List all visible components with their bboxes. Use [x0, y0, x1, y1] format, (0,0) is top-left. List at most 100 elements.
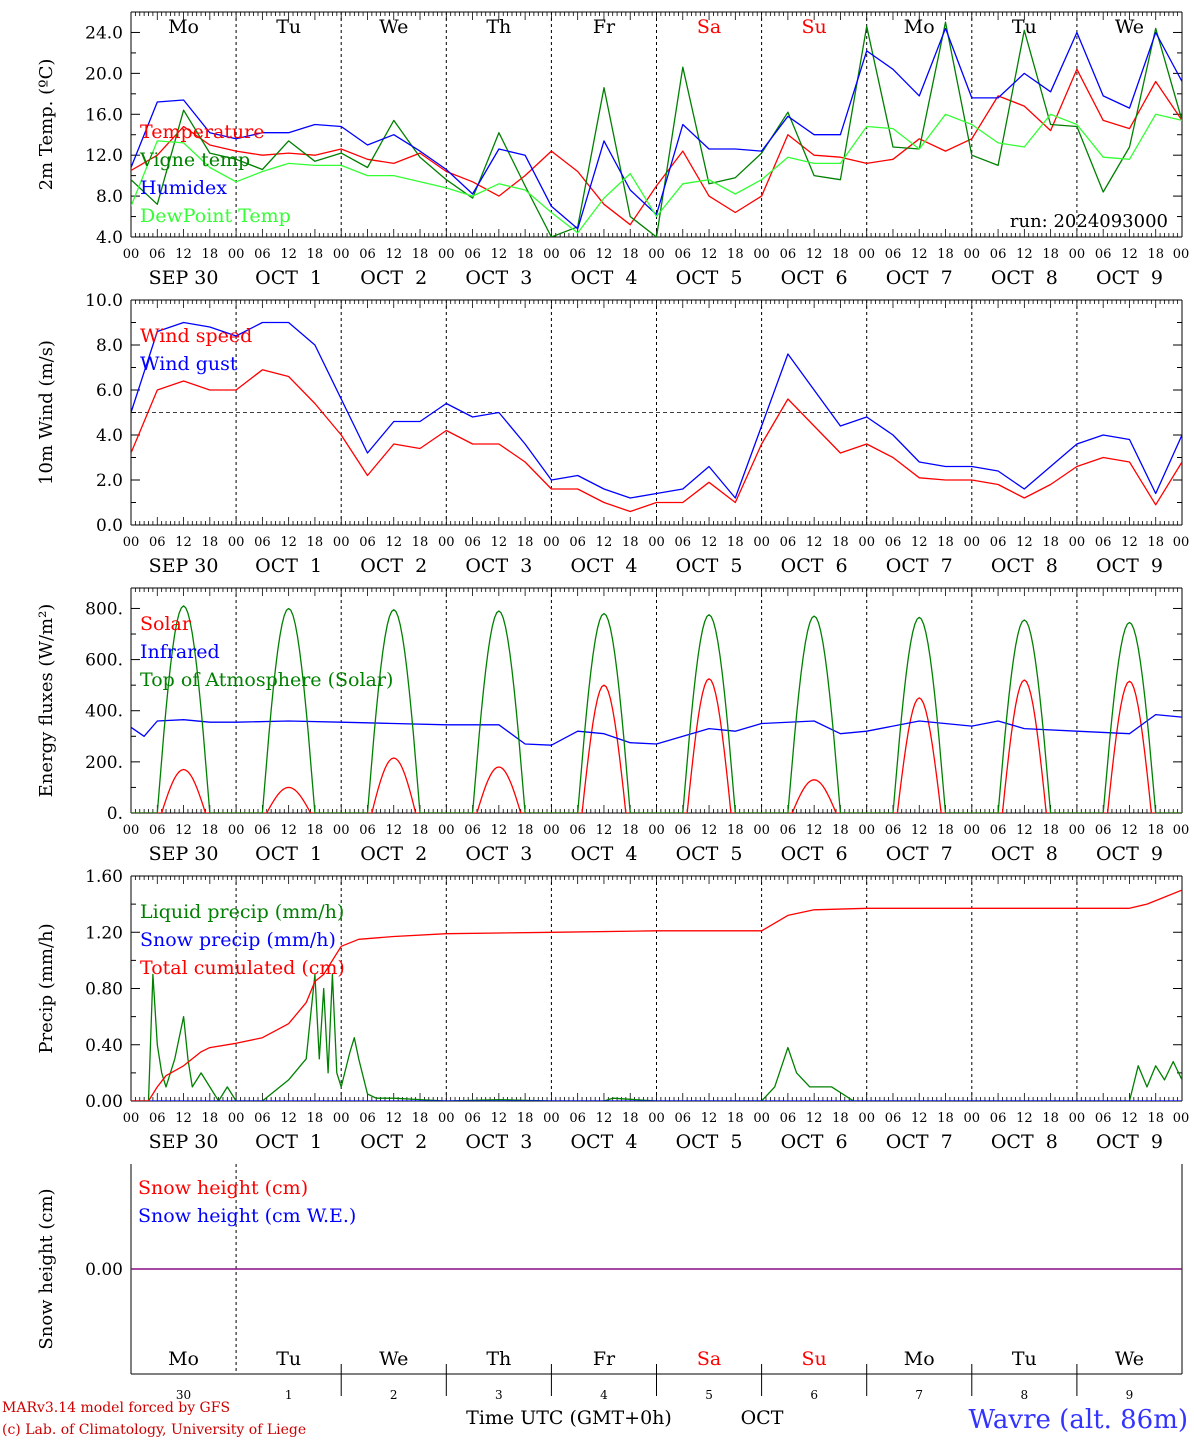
wind-series-group: [131, 321, 1182, 513]
precip-series-total-cumulated-cm: [131, 889, 1182, 1101]
temp-legend-temperature: Temperature: [140, 121, 264, 143]
temp-series-dewpoint-temp: [131, 113, 1182, 234]
precip-date-label: OCT 7: [886, 1131, 953, 1153]
snow-day-number-label: 3: [495, 1388, 503, 1402]
day-abbr-label: Fr: [593, 16, 616, 38]
day-abbr-label: Tu: [276, 16, 301, 38]
temp-date-label: OCT 4: [570, 267, 637, 289]
energy-date-label: OCT 8: [991, 843, 1058, 865]
wind-hour-label: 06: [780, 535, 797, 550]
wind-date-label: OCT 5: [676, 555, 743, 577]
snow-day-abbr-label: Tu: [1012, 1348, 1037, 1370]
temp-legend-vigne-temp: Vigne temp: [139, 149, 250, 171]
precip-panel: 0.00 0.40 0.80 1.20 1.60 Precip (mm/h) 00 06 12 1…: [36, 867, 1189, 1153]
temp-hour-label: 12: [596, 247, 613, 262]
energy-hour-label: 18: [517, 823, 534, 838]
precip-y-tick-label: 1.60: [85, 867, 123, 887]
energy-hour-label: 18: [1042, 823, 1059, 838]
wind-hour-label: 06: [149, 535, 166, 550]
temp-hour-label: 06: [675, 247, 692, 262]
energy-hour-label: 12: [911, 823, 928, 838]
precip-y-tick-label: 0.40: [85, 1036, 123, 1056]
energy-legend-infrared: Infrared: [140, 641, 220, 663]
precip-hour-label: 18: [622, 1111, 639, 1126]
snow-day-abbr-label: We: [1115, 1348, 1144, 1370]
energy-date-label: OCT 6: [781, 843, 848, 865]
temp-hour-label: 00: [1069, 247, 1086, 262]
wind-legend-wind-gust: Wind gust: [140, 353, 238, 375]
precip-legend-total-cumulated-cm: Total cumulated (cm): [140, 957, 345, 979]
precip-hour-label: 00: [123, 1111, 140, 1126]
precip-series-liquid-precip-mm-h: [131, 973, 1182, 1101]
wind-date-label: OCT 2: [360, 555, 427, 577]
precip-hour-label: 00: [753, 1111, 770, 1126]
wind-hour-label: 18: [1147, 535, 1164, 550]
temp-date-label: OCT 7: [886, 267, 953, 289]
wind-hour-label: 18: [622, 535, 639, 550]
wind-y-tick-label: 2.0: [96, 471, 123, 491]
energy-y-tick-label: 200.: [85, 753, 123, 773]
energy-y-tick-label: 400.: [85, 702, 123, 722]
footer: MARv3.14 model forced by GFS (c) Lab. of…: [2, 1400, 1188, 1438]
temp-hour-label: 00: [648, 247, 665, 262]
energy-series-top-of-atmosphere-solar: [131, 605, 1182, 813]
temp-hour-label: 00: [123, 247, 140, 262]
temp-hour-label: 12: [701, 247, 718, 262]
energy-series-group: [131, 605, 1182, 813]
precip-hour-label: 00: [858, 1111, 875, 1126]
energy-y-tick-label: 600.: [85, 651, 123, 671]
temp-hour-label: 06: [254, 247, 271, 262]
temp-y-tick-label: 8.0: [96, 187, 123, 207]
temp-date-label: OCT 6: [781, 267, 848, 289]
temp-y-tick-label: 24.0: [85, 23, 123, 43]
energy-hour-label: 06: [569, 823, 586, 838]
energy-hour-label: 12: [1121, 823, 1138, 838]
energy-hour-label: 06: [149, 823, 166, 838]
wind-hour-label: 12: [175, 535, 192, 550]
snow-day-number-label: 9: [1126, 1388, 1134, 1402]
temp-hour-label: 18: [202, 247, 219, 262]
wind-hour-label: 00: [123, 535, 140, 550]
temp-hour-label: 12: [806, 247, 823, 262]
energy-series-solar: [131, 678, 1182, 813]
temp-hour-label: 12: [491, 247, 508, 262]
day-abbr-label: Tu: [1012, 16, 1037, 38]
wind-hour-label: 06: [885, 535, 902, 550]
energy-hour-label: 06: [675, 823, 692, 838]
wind-date-label: OCT 1: [255, 555, 322, 577]
precip-hour-label: 06: [675, 1111, 692, 1126]
wind-hour-label: 12: [1121, 535, 1138, 550]
temp-hour-label: 12: [175, 247, 192, 262]
snow-day-abbr-label: Mo: [904, 1348, 935, 1370]
temp-y-tick-label: 12.0: [85, 146, 123, 166]
energy-hour-label: 12: [280, 823, 297, 838]
snow-day-abbr-label: Tu: [276, 1348, 301, 1370]
energy-hour-label: 00: [753, 823, 770, 838]
energy-hour-label: 12: [491, 823, 508, 838]
energy-hour-label: 00: [333, 823, 350, 838]
wind-hour-label: 12: [385, 535, 402, 550]
snow-height-panel: 0.00 Snow height (cm) Mo 30 Tu 1 We 2 Th 3 Fr 4 Sa 5 S…: [36, 1164, 1183, 1402]
energy-y-tick-label: 800.: [85, 599, 123, 619]
energy-hour-label: 18: [412, 823, 429, 838]
wind-hour-label: 18: [937, 535, 954, 550]
wind-hour-label: 00: [964, 535, 981, 550]
wind-hour-label: 00: [333, 535, 350, 550]
wind-date-label: SEP 30: [149, 555, 219, 577]
precip-series-group: [131, 889, 1182, 1101]
temperature-panel: 4.0 8.0 12.0 16.0 20.0 24.0 2m Temp. (ºC) 00 06 1…: [36, 11, 1190, 289]
energy-hour-label: 12: [385, 823, 402, 838]
energy-hour-label: 18: [727, 823, 744, 838]
wind-y-tick-label: 0.0: [96, 516, 123, 536]
energy-hour-label: 00: [648, 823, 665, 838]
temp-hour-label: 06: [1095, 247, 1112, 262]
wind-y-tick-label: 8.0: [96, 336, 123, 356]
energy-y-axis-label: Energy fluxes (W/m²): [36, 604, 57, 798]
snow-day-abbr-label: Mo: [168, 1348, 199, 1370]
temp-hour-label: 06: [569, 247, 586, 262]
temp-hour-label: 00: [1173, 247, 1190, 262]
precip-date-label: SEP 30: [149, 1131, 219, 1153]
temp-hour-label: 00: [858, 247, 875, 262]
temp-hour-label: 18: [1042, 247, 1059, 262]
precip-hour-label: 18: [832, 1111, 849, 1126]
